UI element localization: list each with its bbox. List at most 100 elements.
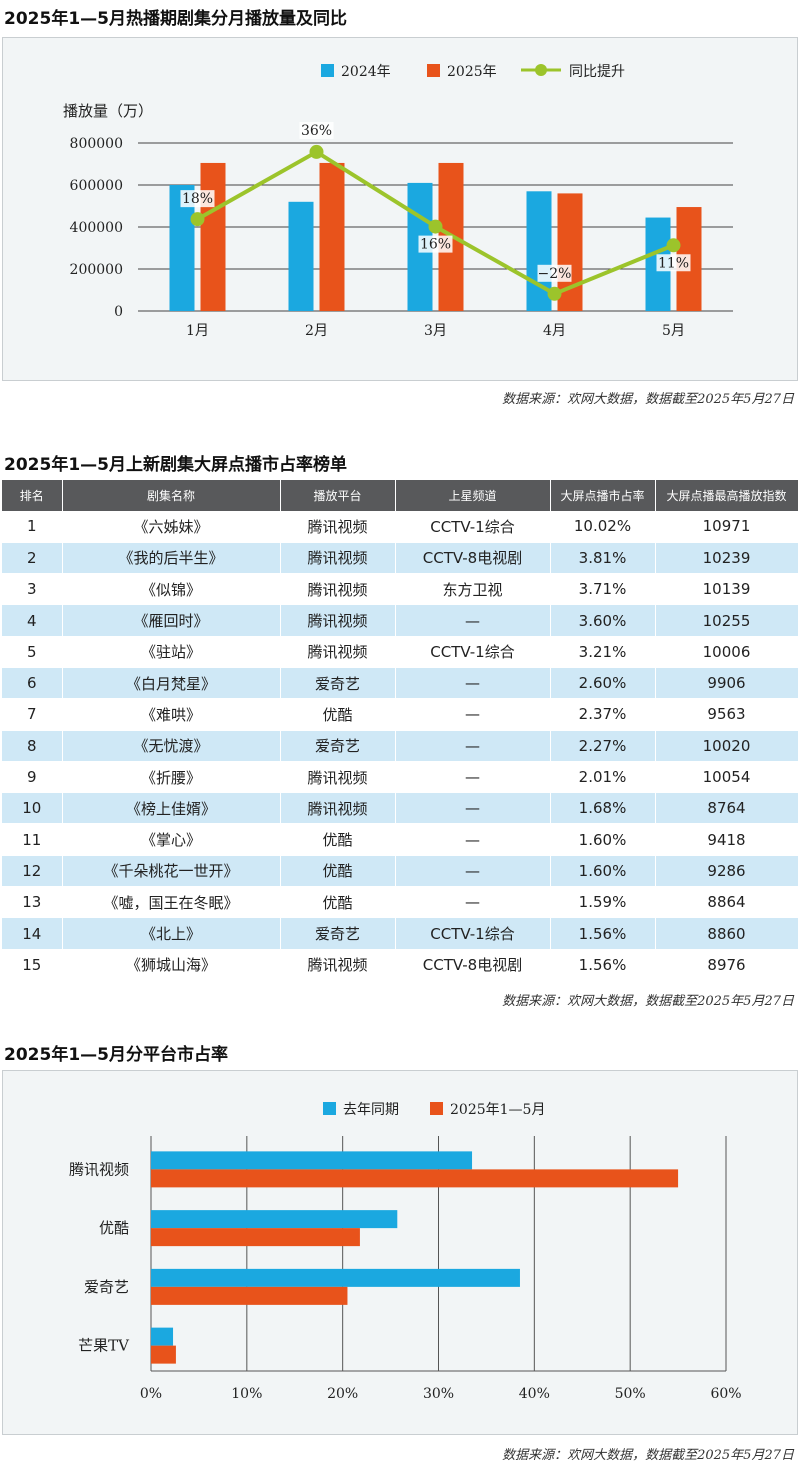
bar-last-year-2 — [151, 1210, 398, 1229]
legend-swatch-2025 — [427, 64, 440, 77]
column-header-3: 播放平台 — [280, 480, 396, 511]
chart1-panel: 2024年 2025年 同比提升 播放量（万） 800000 600000 400000 20… — [2, 37, 798, 381]
cell-rank: 6 — [2, 667, 63, 700]
legend-marker-yoy — [535, 64, 547, 76]
x-tick-label: 10% — [231, 1386, 262, 1402]
cell-index: 8976 — [655, 949, 799, 981]
column-header-2: 剧集名称 — [62, 480, 281, 511]
cell-rank: 2 — [2, 542, 63, 575]
legend-label-yoy: 同比提升 — [569, 64, 625, 80]
cell-share: 1.59% — [550, 886, 656, 919]
x-tick-label: 4月 — [543, 323, 566, 339]
category-label: 芒果TV — [78, 1337, 130, 1355]
cell-channel: — — [395, 604, 551, 637]
cell-rank: 12 — [2, 855, 63, 888]
cell-index: 9906 — [655, 667, 799, 700]
y-tick-label: 800000 — [70, 136, 123, 152]
cell-share: 10.02% — [550, 511, 656, 543]
cell-title: 《白月梵星》 — [62, 667, 281, 700]
cell-rank: 7 — [2, 698, 63, 731]
bar-2025-4 — [151, 1345, 176, 1364]
cell-channel: — — [395, 730, 551, 762]
table-row: 5 《驻站》 腾讯视频 CCTV-1综合 3.21% 10006 — [2, 636, 799, 668]
table-row: 10 《榜上佳婿》 腾讯视频 —1.68% 8764 — [2, 792, 799, 825]
cell-index: 10971 — [655, 511, 799, 543]
cell-title: 《无忧渡》 — [62, 730, 281, 762]
table-row: 9 《折腰》 腾讯视频 —2.01% 10054 — [2, 761, 799, 794]
y-tick-label: 0 — [114, 304, 123, 320]
cell-title: 《北上》 — [62, 917, 281, 950]
cell-platform: 腾讯视频 — [280, 604, 396, 637]
x-tick-label: 20% — [327, 1386, 358, 1402]
bar-2024-2 — [288, 201, 314, 311]
cell-platform: 爱奇艺 — [280, 730, 396, 762]
cell-channel: 东方卫视 — [395, 573, 551, 606]
cell-share: 1.56% — [550, 917, 656, 950]
y-tick-label: 200000 — [70, 262, 123, 278]
category-label: 优酷 — [99, 1219, 129, 1237]
cell-title: 《似锦》 — [62, 573, 281, 606]
cell-channel: — — [395, 667, 551, 700]
cell-channel: — — [395, 823, 551, 856]
legend-label-last-year: 去年同期 — [343, 1102, 399, 1118]
cell-platform: 爱奇艺 — [280, 667, 396, 700]
table-row: 11 《掌心》 优酷 —1.60% 9418 — [2, 823, 799, 856]
cell-index: 10020 — [655, 730, 799, 762]
cell-rank: 9 — [2, 761, 63, 794]
table-row: 13 《嘘，国王在冬眠》 优酷 —1.59% 8864 — [2, 886, 799, 919]
cell-share: 1.56% — [550, 949, 656, 981]
table-title: 2025年1—5月上新剧集大屏点播市占率榜单 — [4, 455, 347, 475]
cell-share: 2.60% — [550, 667, 656, 700]
table-row: 3 《似锦》 腾讯视频 东方卫视 3.71% 10139 — [2, 573, 799, 606]
bar-last-year-1 — [151, 1151, 473, 1170]
x-tick-label: 30% — [423, 1386, 454, 1402]
cell-title: 《难哄》 — [62, 698, 281, 731]
cell-index: 9286 — [655, 855, 799, 888]
cell-rank: 14 — [2, 917, 63, 950]
column-header-1: 排名 — [2, 480, 63, 511]
cell-title: 《我的后半生》 — [62, 542, 281, 575]
cell-channel: CCTV-1综合 — [395, 511, 551, 543]
cell-rank: 8 — [2, 730, 63, 762]
yoy-label-bg — [537, 264, 572, 282]
x-tick-label: 5月 — [662, 323, 685, 339]
cell-platform: 腾讯视频 — [280, 761, 396, 794]
cell-platform: 优酷 — [280, 886, 396, 919]
column-header-5: 大屏点播市占率 — [550, 480, 656, 511]
legend-swatch-last-year — [323, 1102, 336, 1115]
cell-title: 《雁回时》 — [62, 604, 281, 637]
table-row: 14 《北上》 爱奇艺 CCTV-1综合 1.56% 8860 — [2, 917, 799, 950]
x-tick-label: 60% — [710, 1386, 741, 1402]
cell-share: 3.71% — [550, 573, 656, 606]
cell-title: 《嘘，国王在冬眠》 — [62, 886, 281, 919]
cell-title: 《掌心》 — [62, 823, 281, 856]
category-label: 爱奇艺 — [84, 1278, 129, 1296]
cell-index: 10239 — [655, 542, 799, 575]
legend-label-2025: 2025年1—5月 — [450, 1102, 545, 1118]
x-tick-label: 2月 — [305, 323, 328, 339]
legend-swatch-2025 — [430, 1102, 443, 1115]
cell-title: 《六姊妹》 — [62, 511, 281, 543]
table-row: 7 《难哄》 优酷 —2.37% 9563 — [2, 698, 799, 731]
cell-title: 《折腰》 — [62, 761, 281, 794]
chart2-panel: 去年同期 2025年1—5月 0% 10% 20% 30% 40% 50% 60% 腾讯视频 优酷爱… — [2, 1070, 798, 1435]
yoy-point-3 — [428, 219, 443, 234]
table-body: 1 《六姊妹》 腾讯视频 CCTV-1综合 10.02% 10971 2 《我的后半生》 腾讯视… — [2, 511, 799, 981]
table-row: 2 《我的后半生》 腾讯视频 CCTV-8电视剧 3.81% 10239 — [2, 542, 799, 575]
cell-platform: 腾讯视频 — [280, 636, 396, 668]
cell-title: 《榜上佳婿》 — [62, 792, 281, 825]
cell-channel: — — [395, 886, 551, 919]
table-row: 12 《千朵桃花一世开》 优酷 —1.60% 9286 — [2, 855, 799, 888]
cell-rank: 15 — [2, 949, 63, 981]
cell-platform: 腾讯视频 — [280, 573, 396, 606]
cell-index: 10006 — [655, 636, 799, 668]
cell-title: 《狮城山海》 — [62, 949, 281, 981]
yoy-label-bg — [418, 235, 453, 253]
cell-platform: 优酷 — [280, 823, 396, 856]
cell-platform: 爱奇艺 — [280, 917, 396, 950]
x-tick-label: 50% — [615, 1386, 646, 1402]
yoy-label-bg — [299, 121, 334, 139]
yoy-label-1: 18% — [182, 191, 213, 207]
cell-rank: 11 — [2, 823, 63, 856]
bar-last-year-3 — [151, 1268, 520, 1287]
